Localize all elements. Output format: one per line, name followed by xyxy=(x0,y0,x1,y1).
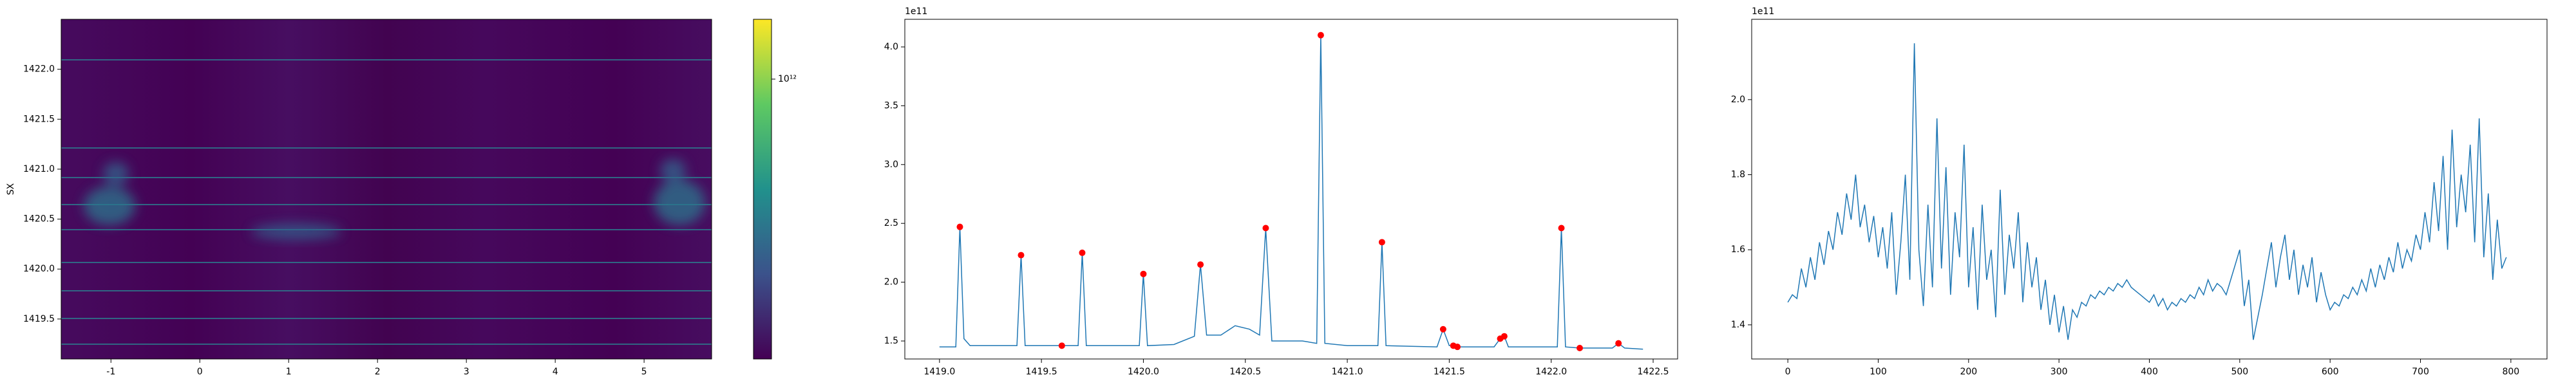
peak-marker xyxy=(1197,261,1204,268)
peak-marker xyxy=(1577,344,1584,351)
x-tick-label: 1419.5 xyxy=(1026,367,1057,377)
colorbar xyxy=(753,19,772,359)
x-tick-label: 1422.0 xyxy=(1535,367,1567,377)
peak-marker xyxy=(956,223,963,230)
y-tick-label: 1421.5 xyxy=(23,114,55,124)
y-tick-label: 1420.5 xyxy=(23,214,55,225)
x-tick-label: 2 xyxy=(375,367,381,377)
colorbar-tick-label: 10¹² xyxy=(778,74,797,84)
peak-marker xyxy=(1018,252,1025,259)
y-tick-label: 2.0 xyxy=(1731,95,1745,105)
y-tick-label: 3.0 xyxy=(884,160,898,170)
x-tick-label: 1 xyxy=(286,367,292,377)
peak-marker xyxy=(1058,342,1065,349)
x-tick-label: 1419.0 xyxy=(923,367,955,377)
data-line xyxy=(939,35,1643,350)
y-tick-label: 1419.5 xyxy=(23,314,55,324)
y-tick-label: 1.6 xyxy=(1731,244,1745,255)
axes-frame xyxy=(904,19,1678,360)
colorbar-frame xyxy=(753,19,772,360)
y-tick-label: 3.5 xyxy=(884,100,898,111)
peak-marker xyxy=(1439,326,1446,333)
x-tick-label: -1 xyxy=(106,367,115,377)
x-tick-label: 0 xyxy=(1785,367,1791,377)
peak-marker xyxy=(1079,249,1086,256)
y-tick-label: 4.0 xyxy=(884,42,898,52)
peak-marker xyxy=(1615,340,1622,347)
x-tick-label: 1422.5 xyxy=(1638,367,1669,377)
x-tick-label: 1420.0 xyxy=(1128,367,1159,377)
y-tick-label: 1422.0 xyxy=(23,64,55,75)
x-tick-label: 400 xyxy=(2141,367,2158,377)
x-tick-label: 4 xyxy=(553,367,558,377)
axes-frame xyxy=(61,19,712,360)
axes-frame xyxy=(1751,19,2548,360)
y-tick-label: 1.4 xyxy=(1731,320,1745,330)
peak-marker xyxy=(1558,225,1565,232)
y-tick-label: 1.8 xyxy=(1731,170,1745,180)
peak-marker xyxy=(1454,344,1461,351)
offset-label: 1e11 xyxy=(1752,6,1774,17)
y-tick-label: 2.5 xyxy=(884,218,898,228)
x-tick-label: 1421.5 xyxy=(1434,367,1465,377)
peak-marker xyxy=(1317,32,1324,39)
y-axis-label: SX xyxy=(6,183,16,195)
peak-marker xyxy=(1378,239,1385,246)
x-tick-label: 500 xyxy=(2231,367,2248,377)
x-tick-label: 3 xyxy=(464,367,469,377)
x-tick-label: 0 xyxy=(197,367,203,377)
y-tick-label: 1.5 xyxy=(884,336,898,346)
peak-marker xyxy=(1501,333,1508,340)
x-tick-label: 1421.0 xyxy=(1332,367,1363,377)
data-line xyxy=(1787,43,2507,340)
x-tick-label: 5 xyxy=(641,367,647,377)
x-tick-label: 300 xyxy=(2050,367,2068,377)
x-tick-label: 800 xyxy=(2502,367,2519,377)
x-tick-label: 200 xyxy=(1960,367,1977,377)
y-tick-label: 1421.0 xyxy=(23,164,55,174)
y-tick-label: 2.0 xyxy=(884,277,898,288)
x-tick-label: 700 xyxy=(2412,367,2429,377)
heatmap-image xyxy=(61,19,712,359)
peak-marker xyxy=(1262,225,1269,232)
x-tick-label: 600 xyxy=(2322,367,2339,377)
x-tick-label: 1420.5 xyxy=(1229,367,1261,377)
x-tick-label: 100 xyxy=(1870,367,1887,377)
peak-marker xyxy=(1140,270,1147,277)
y-tick-label: 1420.0 xyxy=(23,264,55,274)
offset-label: 1e11 xyxy=(905,6,927,17)
